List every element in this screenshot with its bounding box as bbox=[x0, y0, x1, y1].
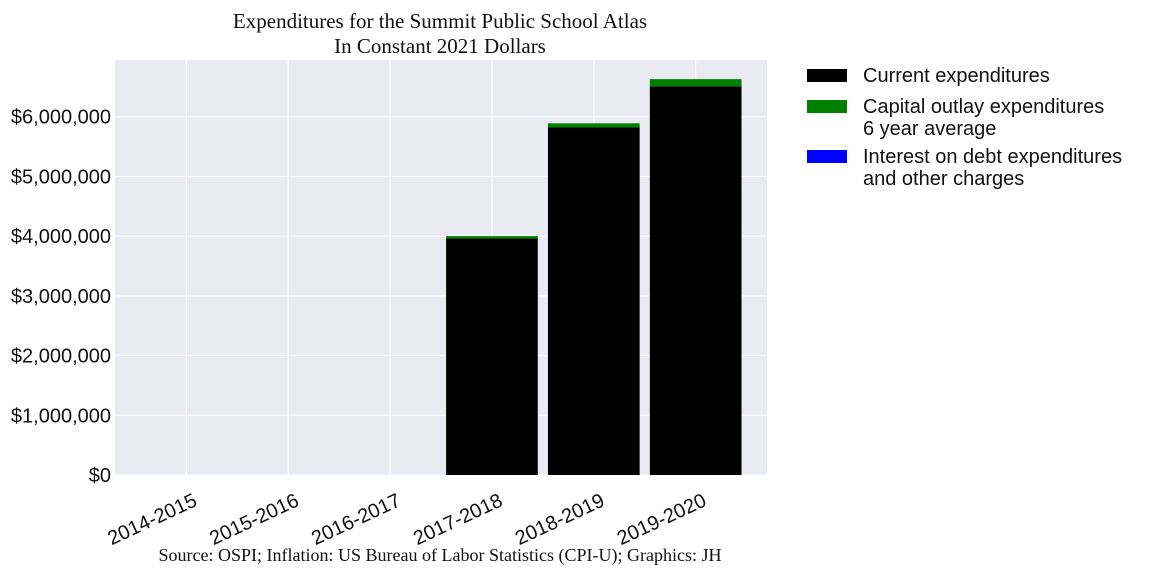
bar-2018-2019-series-1 bbox=[547, 123, 640, 128]
source-note: Source: OSPI; Inflation: US Bureau of La… bbox=[159, 545, 722, 566]
x-tick-label: 2018-2019 bbox=[512, 490, 608, 550]
x-tick-label: 2016-2017 bbox=[308, 490, 404, 550]
y-tick-label: $6,000,000 bbox=[11, 107, 111, 129]
bar-2019-2020-series-1 bbox=[649, 79, 742, 87]
bar-2018-2019-series-0 bbox=[547, 127, 640, 475]
legend-swatch-1 bbox=[807, 100, 847, 113]
chart-subtitle: In Constant 2021 Dollars bbox=[334, 34, 546, 58]
bars bbox=[446, 79, 742, 476]
bar-2017-2018-series-0 bbox=[446, 238, 538, 475]
bar-2019-2020-series-0 bbox=[649, 86, 742, 476]
y-axis: $0 $1,000,000 $2,000,000 $3,000,000 $4,000,0… bbox=[11, 107, 111, 487]
legend: Current expenditures Capital outlay expen… bbox=[807, 65, 1122, 190]
y-tick-label: $0 bbox=[89, 465, 111, 487]
legend-label-2: Interest on debt expenditures and other c… bbox=[863, 146, 1122, 190]
y-tick-label: $2,000,000 bbox=[11, 346, 111, 368]
y-tick-label: $4,000,000 bbox=[11, 226, 111, 248]
chart-title: Expenditures for the Summit Public Schoo… bbox=[233, 9, 647, 33]
legend-swatch-2 bbox=[807, 150, 847, 163]
x-tick-label: 2019-2020 bbox=[614, 490, 710, 550]
bar-2017-2018-series-1 bbox=[446, 236, 538, 239]
legend-label-0: Current expenditures bbox=[863, 65, 1050, 87]
legend-label-1: Capital outlay expenditures 6 year averag… bbox=[863, 96, 1104, 140]
x-tick-label: 2017-2018 bbox=[410, 490, 506, 550]
legend-swatch-0 bbox=[807, 69, 847, 82]
y-tick-label: $5,000,000 bbox=[11, 166, 111, 188]
y-tick-label: $3,000,000 bbox=[11, 286, 111, 308]
x-axis: 2014-2015 2015-2016 2016-2017 2017-2018 2018… bbox=[104, 490, 709, 550]
x-tick-label: 2015-2016 bbox=[206, 490, 302, 550]
y-tick-label: $1,000,000 bbox=[11, 405, 111, 427]
x-tick-label: 2014-2015 bbox=[104, 490, 200, 550]
